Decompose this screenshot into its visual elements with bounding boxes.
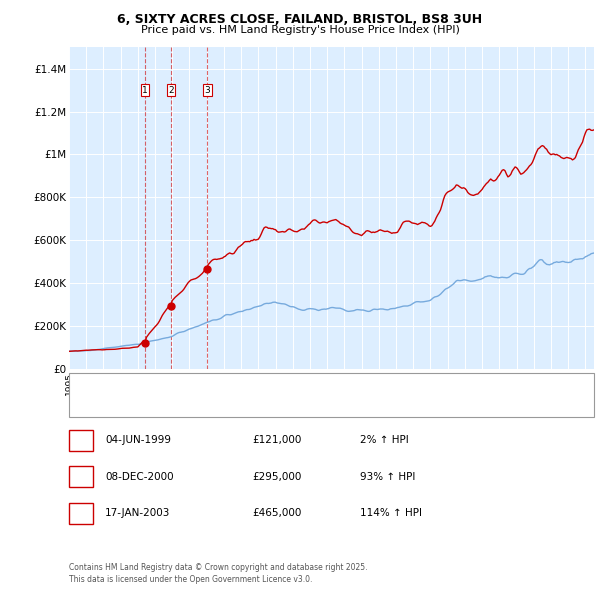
Text: £465,000: £465,000 (252, 509, 301, 518)
Text: £121,000: £121,000 (252, 435, 301, 445)
Text: 2: 2 (77, 472, 85, 481)
Text: 17-JAN-2003: 17-JAN-2003 (105, 509, 170, 518)
Text: 3: 3 (205, 86, 210, 94)
Text: 04-JUN-1999: 04-JUN-1999 (105, 435, 171, 445)
Text: 1: 1 (142, 86, 148, 94)
Text: 08-DEC-2000: 08-DEC-2000 (105, 472, 173, 481)
Text: This data is licensed under the Open Government Licence v3.0.: This data is licensed under the Open Gov… (69, 575, 313, 584)
Text: 3: 3 (77, 509, 85, 518)
Text: 2% ↑ HPI: 2% ↑ HPI (360, 435, 409, 445)
Text: £295,000: £295,000 (252, 472, 301, 481)
Text: Price paid vs. HM Land Registry's House Price Index (HPI): Price paid vs. HM Land Registry's House … (140, 25, 460, 35)
Text: Contains HM Land Registry data © Crown copyright and database right 2025.: Contains HM Land Registry data © Crown c… (69, 563, 367, 572)
Text: 114% ↑ HPI: 114% ↑ HPI (360, 509, 422, 518)
Text: 6, SIXTY ACRES CLOSE, FAILAND, BRISTOL, BS8 3UH (detached house): 6, SIXTY ACRES CLOSE, FAILAND, BRISTOL, … (96, 381, 412, 391)
Text: 6, SIXTY ACRES CLOSE, FAILAND, BRISTOL, BS8 3UH: 6, SIXTY ACRES CLOSE, FAILAND, BRISTOL, … (118, 13, 482, 26)
Text: 2: 2 (168, 86, 174, 94)
Text: 93% ↑ HPI: 93% ↑ HPI (360, 472, 415, 481)
Text: 1: 1 (77, 435, 85, 445)
Text: HPI: Average price, detached house, North Somerset: HPI: Average price, detached house, Nort… (96, 396, 335, 406)
